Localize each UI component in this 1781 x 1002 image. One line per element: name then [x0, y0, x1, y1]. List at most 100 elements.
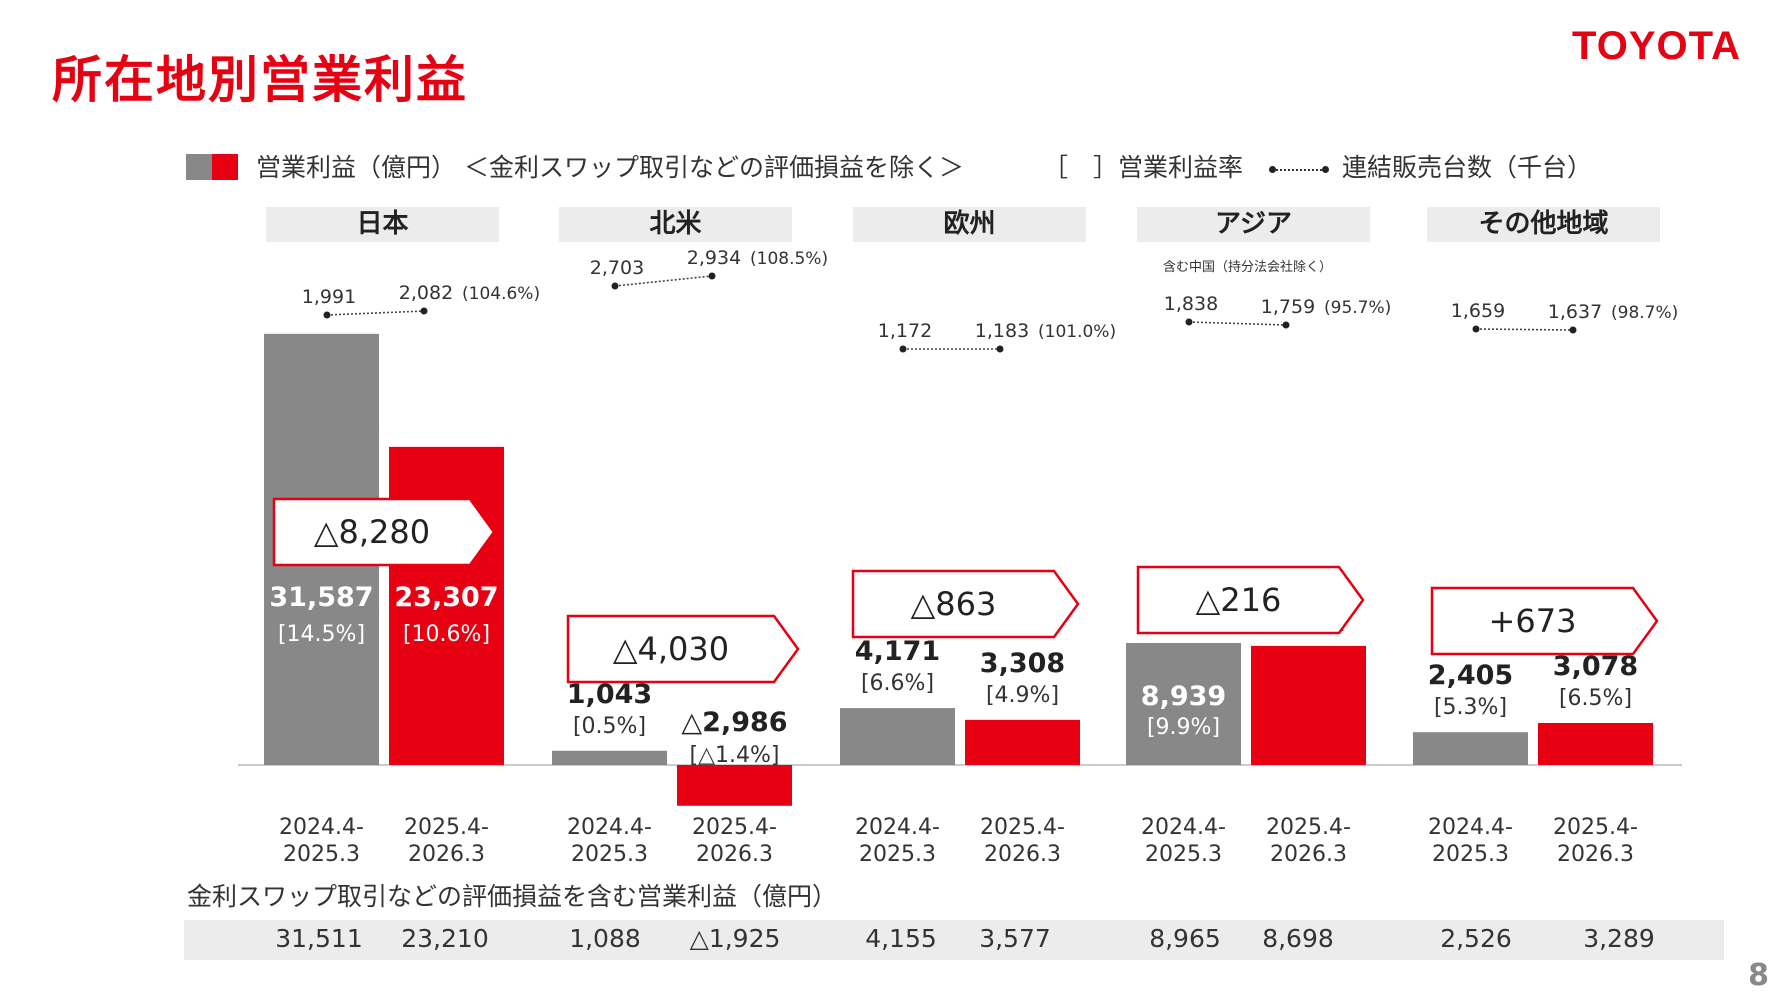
bar-current-year	[677, 765, 792, 806]
bar-margin-label: [10.6%]	[403, 622, 490, 647]
change-arrow-box	[1136, 565, 1365, 635]
period-label: 2025.4-	[1553, 815, 1638, 840]
legend-line-label: 連結販売台数（千台）	[1342, 153, 1593, 182]
region-header-other: その他地域	[1427, 207, 1660, 242]
table-cell: 8,965	[1149, 924, 1221, 953]
bar-current-year	[965, 719, 1080, 765]
period-label: 2024.4-	[855, 815, 940, 840]
unit-sales-ratio: (108.5%)	[750, 249, 828, 269]
unit-sales-ratio: (104.6%)	[462, 284, 540, 304]
region-header-japan: 日本	[266, 207, 499, 242]
unit-sales-label: 1,838	[1164, 293, 1218, 315]
bar-prior-year	[1126, 642, 1241, 765]
change-label: +673	[1489, 602, 1577, 640]
period-label: 2026.3	[984, 842, 1061, 867]
unit-sales-point	[323, 311, 331, 319]
bar-margin-label: [6.5%]	[1559, 686, 1632, 711]
table-cell: 3,577	[979, 924, 1051, 953]
bar-value-label: 3,078	[1553, 651, 1638, 682]
unit-sales-label: 1,759	[1261, 296, 1315, 318]
table-cell: 1,088	[569, 924, 641, 953]
table-band	[184, 920, 1724, 960]
period-label: 2025.3	[571, 842, 648, 867]
unit-sales-label: 1,637	[1548, 301, 1602, 323]
change-arrow-box	[1430, 586, 1659, 656]
table-title: 金利スワップ取引などの評価損益を含む営業利益（億円）	[187, 882, 838, 911]
page-title: 所在地別営業利益	[52, 51, 468, 109]
period-label: 2025.3	[1432, 842, 1509, 867]
change-label: △8,280	[314, 513, 430, 551]
table-cell: △1,925	[689, 924, 781, 953]
period-label: 2024.4-	[567, 815, 652, 840]
unit-sales-line	[1188, 321, 1287, 326]
bar-prior-year	[1413, 732, 1528, 765]
bar-margin-label: [9.9%]	[1147, 715, 1220, 740]
table-cell: 3,289	[1583, 924, 1655, 953]
unit-sales-label: 1,659	[1451, 300, 1505, 322]
table-cell: 8,698	[1262, 924, 1334, 953]
bar-margin-label: [4.9%]	[986, 683, 1059, 708]
table-cell: 2,526	[1440, 924, 1512, 953]
unit-sales-label: 1,183	[975, 320, 1029, 342]
bar-value-label: 1,043	[567, 679, 652, 710]
period-label: 2025.4-	[692, 815, 777, 840]
unit-sales-point	[1185, 318, 1193, 326]
change-arrow-box	[851, 569, 1080, 639]
table-cell: 4,155	[865, 924, 937, 953]
bar-prior-year	[552, 750, 667, 765]
change-label: △863	[911, 585, 997, 623]
period-label: 2024.4-	[1428, 815, 1513, 840]
region-header-north-america: 北米	[559, 207, 792, 242]
period-label: 2024.4-	[279, 815, 364, 840]
unit-sales-line	[326, 310, 425, 316]
unit-sales-label: 2,934	[687, 247, 741, 269]
unit-sales-label: 1,172	[878, 320, 932, 342]
bar-value-label: 23,307	[394, 582, 498, 613]
period-label: 2025.4-	[404, 815, 489, 840]
bar-margin-label: [0.5%]	[573, 714, 646, 739]
region-header-asia: アジア	[1137, 207, 1370, 242]
unit-sales-point	[1472, 325, 1480, 333]
bar-value-label: △2,986	[681, 707, 787, 738]
period-label: 2026.3	[408, 842, 485, 867]
change-label: △216	[1196, 581, 1282, 619]
unit-sales-ratio: (98.7%)	[1611, 303, 1678, 323]
period-label: 2025.4-	[1266, 815, 1351, 840]
unit-sales-point	[420, 307, 428, 315]
unit-sales-point	[611, 282, 619, 290]
bar-margin-label: [6.6%]	[861, 671, 934, 696]
period-label: 2025.3	[1145, 842, 1222, 867]
unit-sales-line	[614, 275, 713, 287]
table-cell: 23,210	[401, 924, 489, 953]
period-label: 2025.3	[859, 842, 936, 867]
period-label: 2026.3	[696, 842, 773, 867]
region-header-europe: 欧州	[853, 207, 1086, 242]
toyota-logo: TOYOTA	[1572, 24, 1741, 68]
bar-value-label: 8,939	[1141, 681, 1226, 712]
bar-prior-year	[840, 708, 955, 765]
legend-line-icon	[1269, 166, 1329, 173]
unit-sales-label: 1,991	[302, 286, 356, 308]
legend-bar-label: 営業利益（億円） ＜金利スワップ取引などの評価損益を除く＞	[256, 153, 964, 182]
change-arrow-box	[272, 497, 496, 567]
unit-sales-point	[1569, 326, 1577, 334]
legend-margin-label: ［ ］営業利益率	[1043, 153, 1244, 182]
change-arrow-box	[566, 614, 800, 684]
period-label: 2025.4-	[980, 815, 1065, 840]
unit-sales-label: 2,082	[399, 282, 453, 304]
bar-current-year	[1251, 645, 1366, 765]
period-label: 2026.3	[1270, 842, 1347, 867]
unit-sales-label: 2,703	[590, 257, 644, 279]
bar-value-label: 4,171	[855, 636, 940, 667]
bar-margin-label: [5.3%]	[1434, 695, 1507, 720]
unit-sales-ratio: (95.7%)	[1324, 298, 1391, 318]
period-label: 2025.3	[283, 842, 360, 867]
period-label: 2024.4-	[1141, 815, 1226, 840]
table-cell: 31,511	[275, 924, 363, 953]
legend-bar-swatch	[186, 154, 238, 180]
bar-value-label: 3,308	[980, 648, 1065, 679]
period-label: 2026.3	[1557, 842, 1634, 867]
unit-sales-line	[1475, 328, 1574, 331]
unit-sales-point	[1282, 321, 1290, 329]
